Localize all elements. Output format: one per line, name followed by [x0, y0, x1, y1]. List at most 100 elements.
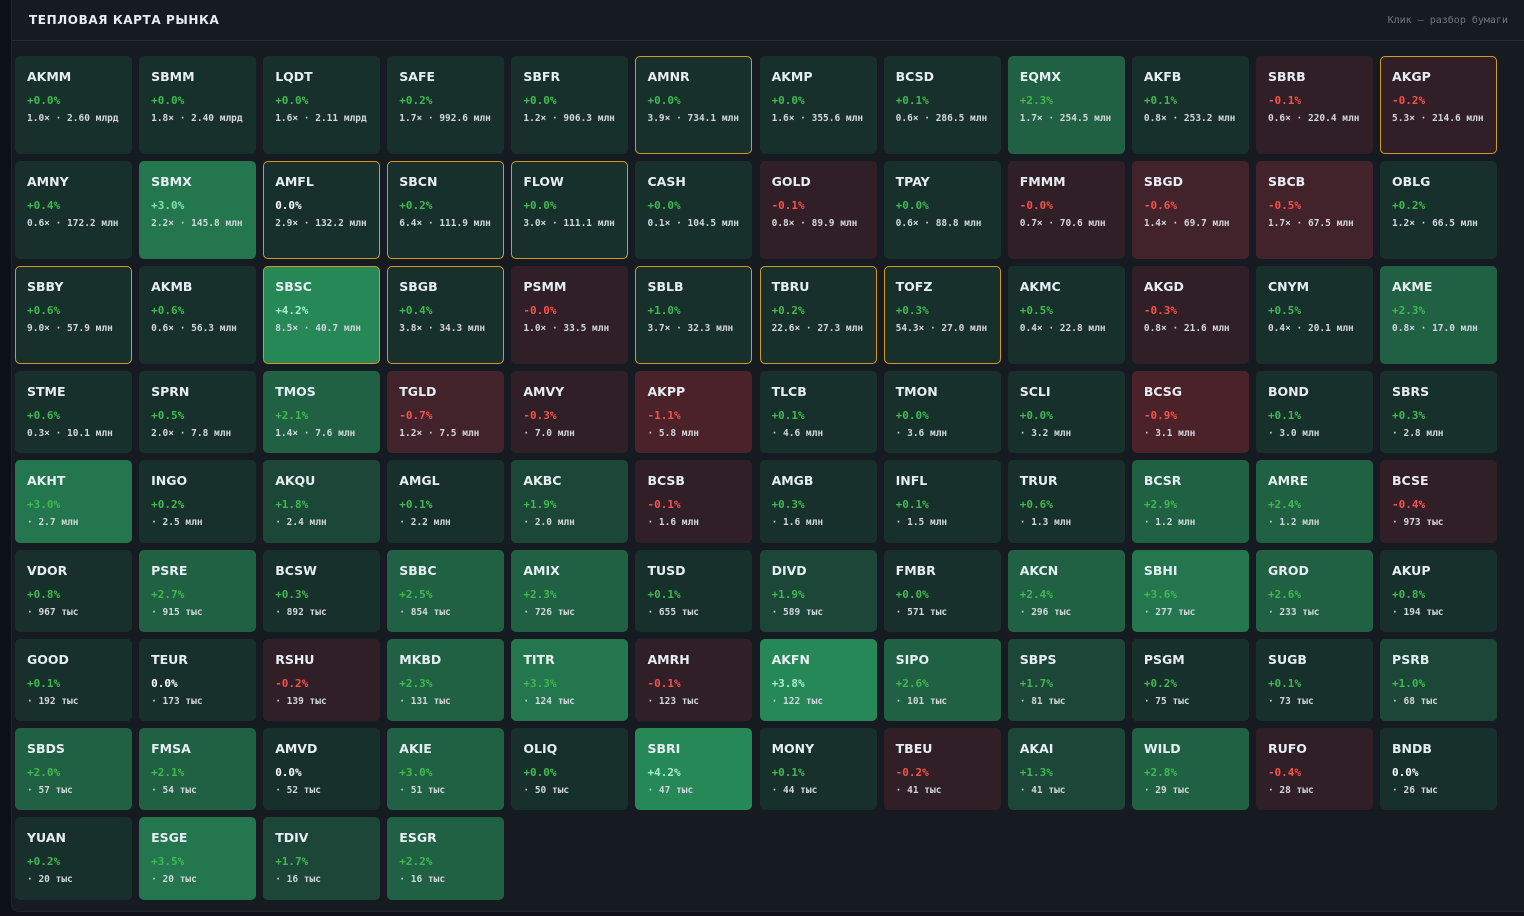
heatmap-tile-akbc[interactable]: AKBC +1.9% · 2.0 млн: [511, 460, 629, 543]
heatmap-tile-amfl[interactable]: AMFL 0.0% 2.9× · 132.2 млн: [263, 161, 381, 259]
heatmap-tile-akup[interactable]: AKUP +0.8% · 194 тыс: [1380, 550, 1498, 632]
heatmap-tile-amny[interactable]: AMNY +0.4% 0.6× · 172.2 млн: [15, 161, 132, 259]
heatmap-tile-tpay[interactable]: TPAY +0.0% 0.6× · 88.8 млн: [883, 161, 1001, 259]
heatmap-tile-psre[interactable]: PSRE +2.7% · 915 тыс: [139, 550, 257, 632]
heatmap-tile-akqu[interactable]: AKQU +1.8% · 2.4 млн: [263, 460, 381, 543]
heatmap-tile-sbmm[interactable]: SBMM +0.0% 1.8× · 2.40 млрд: [139, 56, 257, 154]
heatmap-tile-tmos[interactable]: TMOS +2.1% 1.4× · 7.6 млн: [263, 371, 381, 453]
heatmap-tile-vdor[interactable]: VDOR +0.8% · 967 тыс: [15, 550, 132, 632]
heatmap-tile-tofz[interactable]: TOFZ +0.3% 54.3× · 27.0 млн: [883, 266, 1001, 364]
heatmap-tile-amgl[interactable]: AMGL +0.1% · 2.2 млн: [387, 460, 505, 543]
heatmap-tile-safe[interactable]: SAFE +0.2% 1.7× · 992.6 млн: [387, 56, 505, 154]
heatmap-tile-sbri[interactable]: SBRI +4.2% · 47 тыс: [635, 728, 753, 810]
heatmap-tile-flow[interactable]: FLOW +0.0% 3.0× · 111.1 млн: [511, 161, 629, 259]
heatmap-tile-sbsc[interactable]: SBSC +4.2% 8.5× · 40.7 млн: [263, 266, 381, 364]
heatmap-tile-tusd[interactable]: TUSD +0.1% · 655 тыс: [635, 550, 753, 632]
heatmap-tile-sprn[interactable]: SPRN +0.5% 2.0× · 7.8 млн: [139, 371, 257, 453]
heatmap-tile-trur[interactable]: TRUR +0.6% · 1.3 млн: [1007, 460, 1125, 543]
heatmap-tile-amgb[interactable]: AMGB +0.3% · 1.6 млн: [759, 460, 877, 543]
heatmap-tile-psmm[interactable]: PSMM -0.0% 1.0× · 33.5 млн: [511, 266, 629, 364]
heatmap-tile-grod[interactable]: GROD +2.6% · 233 тыс: [1255, 550, 1373, 632]
heatmap-tile-akmb[interactable]: AKMB +0.6% 0.6× · 56.3 млн: [139, 266, 257, 364]
heatmap-tile-tgld[interactable]: TGLD -0.7% 1.2× · 7.5 млн: [387, 371, 505, 453]
heatmap-tile-akme[interactable]: AKME +2.3% 0.8× · 17.0 млн: [1380, 266, 1498, 364]
heatmap-tile-sbgb[interactable]: SBGB +0.4% 3.8× · 34.3 млн: [387, 266, 505, 364]
heatmap-tile-akie[interactable]: AKIE +3.0% · 51 тыс: [387, 728, 505, 810]
heatmap-tile-sbbc[interactable]: SBBC +2.5% · 854 тыс: [387, 550, 505, 632]
heatmap-tile-amix[interactable]: AMIX +2.3% · 726 тыс: [511, 550, 629, 632]
heatmap-tile-sugb[interactable]: SUGB +0.1% · 73 тыс: [1255, 639, 1373, 721]
heatmap-tile-tdiv[interactable]: TDIV +1.7% · 16 тыс: [263, 817, 381, 900]
heatmap-tile-gold[interactable]: GOLD -0.1% 0.8× · 89.9 млн: [759, 161, 877, 259]
heatmap-tile-bcsd[interactable]: BCSD +0.1% 0.6× · 286.5 млн: [883, 56, 1001, 154]
heatmap-tile-bcse[interactable]: BCSE -0.4% · 973 тыс: [1380, 460, 1498, 543]
heatmap-tile-sbds[interactable]: SBDS +2.0% · 57 тыс: [15, 728, 132, 810]
heatmap-tile-akmm[interactable]: AKMM +0.0% 1.0× · 2.60 млрд: [15, 56, 132, 154]
heatmap-tile-cash[interactable]: CASH +0.0% 0.1× · 104.5 млн: [635, 161, 753, 259]
heatmap-tile-bond[interactable]: BOND +0.1% · 3.0 млн: [1255, 371, 1373, 453]
heatmap-tile-sbrb[interactable]: SBRB -0.1% 0.6× · 220.4 млн: [1255, 56, 1373, 154]
heatmap-tile-akgd[interactable]: AKGD -0.3% 0.8× · 21.6 млн: [1131, 266, 1249, 364]
heatmap-tile-esgr[interactable]: ESGR +2.2% · 16 тыс: [387, 817, 505, 900]
heatmap-tile-sbcn[interactable]: SBCN +0.2% 6.4× · 111.9 млн: [387, 161, 505, 259]
heatmap-tile-akpp[interactable]: AKPP -1.1% · 5.8 млн: [635, 371, 753, 453]
heatmap-tile-yuan[interactable]: YUAN +0.2% · 20 тыс: [15, 817, 132, 900]
heatmap-tile-bcsr[interactable]: BCSR +2.9% · 1.2 млн: [1131, 460, 1249, 543]
heatmap-tile-ingo[interactable]: INGO +0.2% · 2.5 млн: [139, 460, 257, 543]
heatmap-tile-tmon[interactable]: TMON +0.0% · 3.6 млн: [883, 371, 1001, 453]
heatmap-tile-fmmm[interactable]: FMMM -0.0% 0.7× · 70.6 млн: [1007, 161, 1125, 259]
heatmap-tile-amnr[interactable]: AMNR +0.0% 3.9× · 734.1 млн: [635, 56, 753, 154]
heatmap-tile-sbby[interactable]: SBBY +0.6% 9.0× · 57.9 млн: [15, 266, 132, 364]
heatmap-tile-mkbd[interactable]: MKBD +2.3% · 131 тыс: [387, 639, 505, 721]
heatmap-tile-rshu[interactable]: RSHU -0.2% · 139 тыс: [263, 639, 381, 721]
heatmap-tile-akfb[interactable]: AKFB +0.1% 0.8× · 253.2 млн: [1131, 56, 1249, 154]
heatmap-tile-sbmx[interactable]: SBMX +3.0% 2.2× · 145.8 млн: [139, 161, 257, 259]
heatmap-tile-sbps[interactable]: SBPS +1.7% · 81 тыс: [1007, 639, 1125, 721]
heatmap-tile-akmp[interactable]: AKMP +0.0% 1.6× · 355.6 млн: [759, 56, 877, 154]
heatmap-tile-titr[interactable]: TITR +3.3% · 124 тыс: [511, 639, 629, 721]
heatmap-tile-tlcb[interactable]: TLCB +0.1% · 4.6 млн: [759, 371, 877, 453]
heatmap-tile-akht[interactable]: AKHT +3.0% · 2.7 млн: [15, 460, 132, 543]
heatmap-tile-wild[interactable]: WILD +2.8% · 29 тыс: [1131, 728, 1249, 810]
heatmap-tile-mony[interactable]: MONY +0.1% · 44 тыс: [759, 728, 877, 810]
heatmap-tile-scli[interactable]: SCLI +0.0% · 3.2 млн: [1007, 371, 1125, 453]
heatmap-tile-amvy[interactable]: AMVY -0.3% · 7.0 млн: [511, 371, 629, 453]
heatmap-tile-akgp[interactable]: AKGP -0.2% 5.3× · 214.6 млн: [1380, 56, 1498, 154]
heatmap-tile-amre[interactable]: AMRE +2.4% · 1.2 млн: [1255, 460, 1373, 543]
heatmap-tile-tbeu[interactable]: TBEU -0.2% · 41 тыс: [883, 728, 1001, 810]
heatmap-tile-sbhi[interactable]: SBHI +3.6% · 277 тыс: [1131, 550, 1249, 632]
heatmap-tile-akfn[interactable]: AKFN +3.8% · 122 тыс: [759, 639, 877, 721]
heatmap-tile-stme[interactable]: STME +0.6% 0.3× · 10.1 млн: [15, 371, 132, 453]
heatmap-tile-fmsa[interactable]: FMSA +2.1% · 54 тыс: [139, 728, 257, 810]
heatmap-tile-bcsg[interactable]: BCSG -0.9% · 3.1 млн: [1131, 371, 1249, 453]
heatmap-tile-akai[interactable]: AKAI +1.3% · 41 тыс: [1007, 728, 1125, 810]
heatmap-tile-sblb[interactable]: SBLB +1.0% 3.7× · 32.3 млн: [635, 266, 753, 364]
heatmap-tile-bcsw[interactable]: BCSW +0.3% · 892 тыс: [263, 550, 381, 632]
heatmap-tile-infl[interactable]: INFL +0.1% · 1.5 млн: [883, 460, 1001, 543]
heatmap-tile-esge[interactable]: ESGE +3.5% · 20 тыс: [139, 817, 257, 900]
heatmap-tile-bndb[interactable]: BNDB 0.0% · 26 тыс: [1380, 728, 1498, 810]
heatmap-tile-oliq[interactable]: OLIQ +0.0% · 50 тыс: [511, 728, 629, 810]
heatmap-tile-good[interactable]: GOOD +0.1% · 192 тыс: [15, 639, 132, 721]
heatmap-tile-oblg[interactable]: OBLG +0.2% 1.2× · 66.5 млн: [1380, 161, 1498, 259]
heatmap-tile-fmbr[interactable]: FMBR +0.0% · 571 тыс: [883, 550, 1001, 632]
heatmap-tile-lqdt[interactable]: LQDT +0.0% 1.6× · 2.11 млрд: [263, 56, 381, 154]
heatmap-tile-sbgd[interactable]: SBGD -0.6% 1.4× · 69.7 млн: [1131, 161, 1249, 259]
heatmap-tile-rufo[interactable]: RUFO -0.4% · 28 тыс: [1255, 728, 1373, 810]
heatmap-tile-teur[interactable]: TEUR 0.0% · 173 тыс: [139, 639, 257, 721]
heatmap-tile-psgm[interactable]: PSGM +0.2% · 75 тыс: [1131, 639, 1249, 721]
heatmap-tile-eqmx[interactable]: EQMX +2.3% 1.7× · 254.5 млн: [1007, 56, 1125, 154]
heatmap-tile-divd[interactable]: DIVD +1.9% · 589 тыс: [759, 550, 877, 632]
heatmap-tile-tbru[interactable]: TBRU +0.2% 22.6× · 27.3 млн: [759, 266, 877, 364]
heatmap-tile-sbfr[interactable]: SBFR +0.0% 1.2× · 906.3 млн: [511, 56, 629, 154]
heatmap-tile-amrh[interactable]: AMRH -0.1% · 123 тыс: [635, 639, 753, 721]
heatmap-tile-sbrs[interactable]: SBRS +0.3% · 2.8 млн: [1380, 371, 1498, 453]
heatmap-tile-sbcb[interactable]: SBCB -0.5% 1.7× · 67.5 млн: [1255, 161, 1373, 259]
heatmap-tile-bcsb[interactable]: BCSB -0.1% · 1.6 млн: [635, 460, 753, 543]
heatmap-tile-akmc[interactable]: AKMC +0.5% 0.4× · 22.8 млн: [1007, 266, 1125, 364]
heatmap-tile-cnym[interactable]: CNYM +0.5% 0.4× · 20.1 млн: [1255, 266, 1373, 364]
heatmap-tile-psrb[interactable]: PSRB +1.0% · 68 тыс: [1380, 639, 1498, 721]
heatmap-tile-sipo[interactable]: SIPO +2.6% · 101 тыс: [883, 639, 1001, 721]
heatmap-tile-akcn[interactable]: AKCN +2.4% · 296 тыс: [1007, 550, 1125, 632]
heatmap-tile-amvd[interactable]: AMVD 0.0% · 52 тыс: [263, 728, 381, 810]
